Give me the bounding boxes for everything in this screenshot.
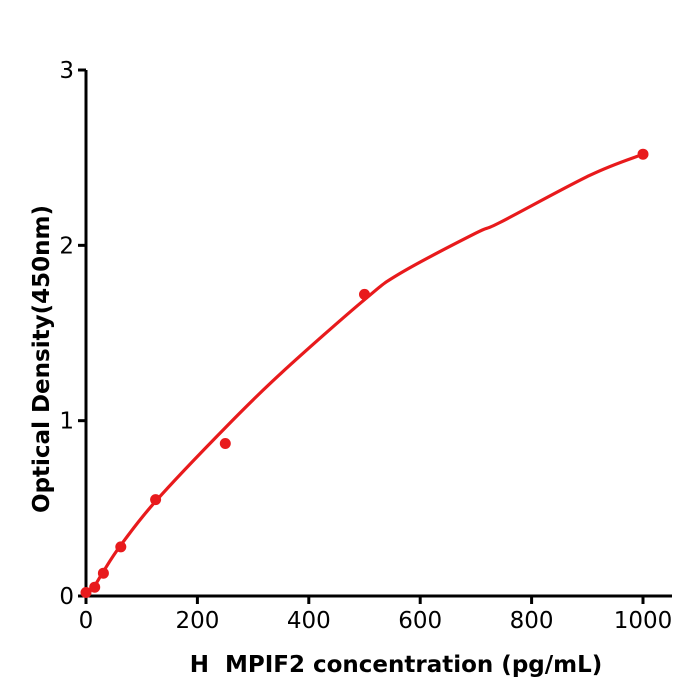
y-tick-label: 2 xyxy=(59,233,74,259)
y-tick-label: 1 xyxy=(59,409,74,435)
x-tick-label: 800 xyxy=(510,608,554,634)
data-point-marker xyxy=(637,148,649,160)
x-tick-label: 600 xyxy=(398,608,442,634)
x-axis-title: H MPIF2 concentration (pg/mL) xyxy=(189,652,603,678)
data-point-marker xyxy=(97,567,109,579)
fit-curve xyxy=(84,152,645,596)
x-tick-label: 200 xyxy=(175,608,219,634)
y-tick-label: 0 xyxy=(59,584,74,610)
y-axis-title: Optical Density(450nm) xyxy=(29,205,55,513)
x-tick-label: 0 xyxy=(79,608,94,634)
data-point-marker xyxy=(150,494,162,506)
data-point-marker xyxy=(89,581,101,593)
data-point-marker xyxy=(219,438,231,449)
x-tick-label: 400 xyxy=(287,608,331,634)
data-point-marker xyxy=(80,587,92,598)
data-point-marker xyxy=(115,541,127,553)
x-tick-label: 1000 xyxy=(614,608,673,634)
data-point-marker xyxy=(359,288,370,300)
y-tick-label: 3 xyxy=(59,58,74,84)
